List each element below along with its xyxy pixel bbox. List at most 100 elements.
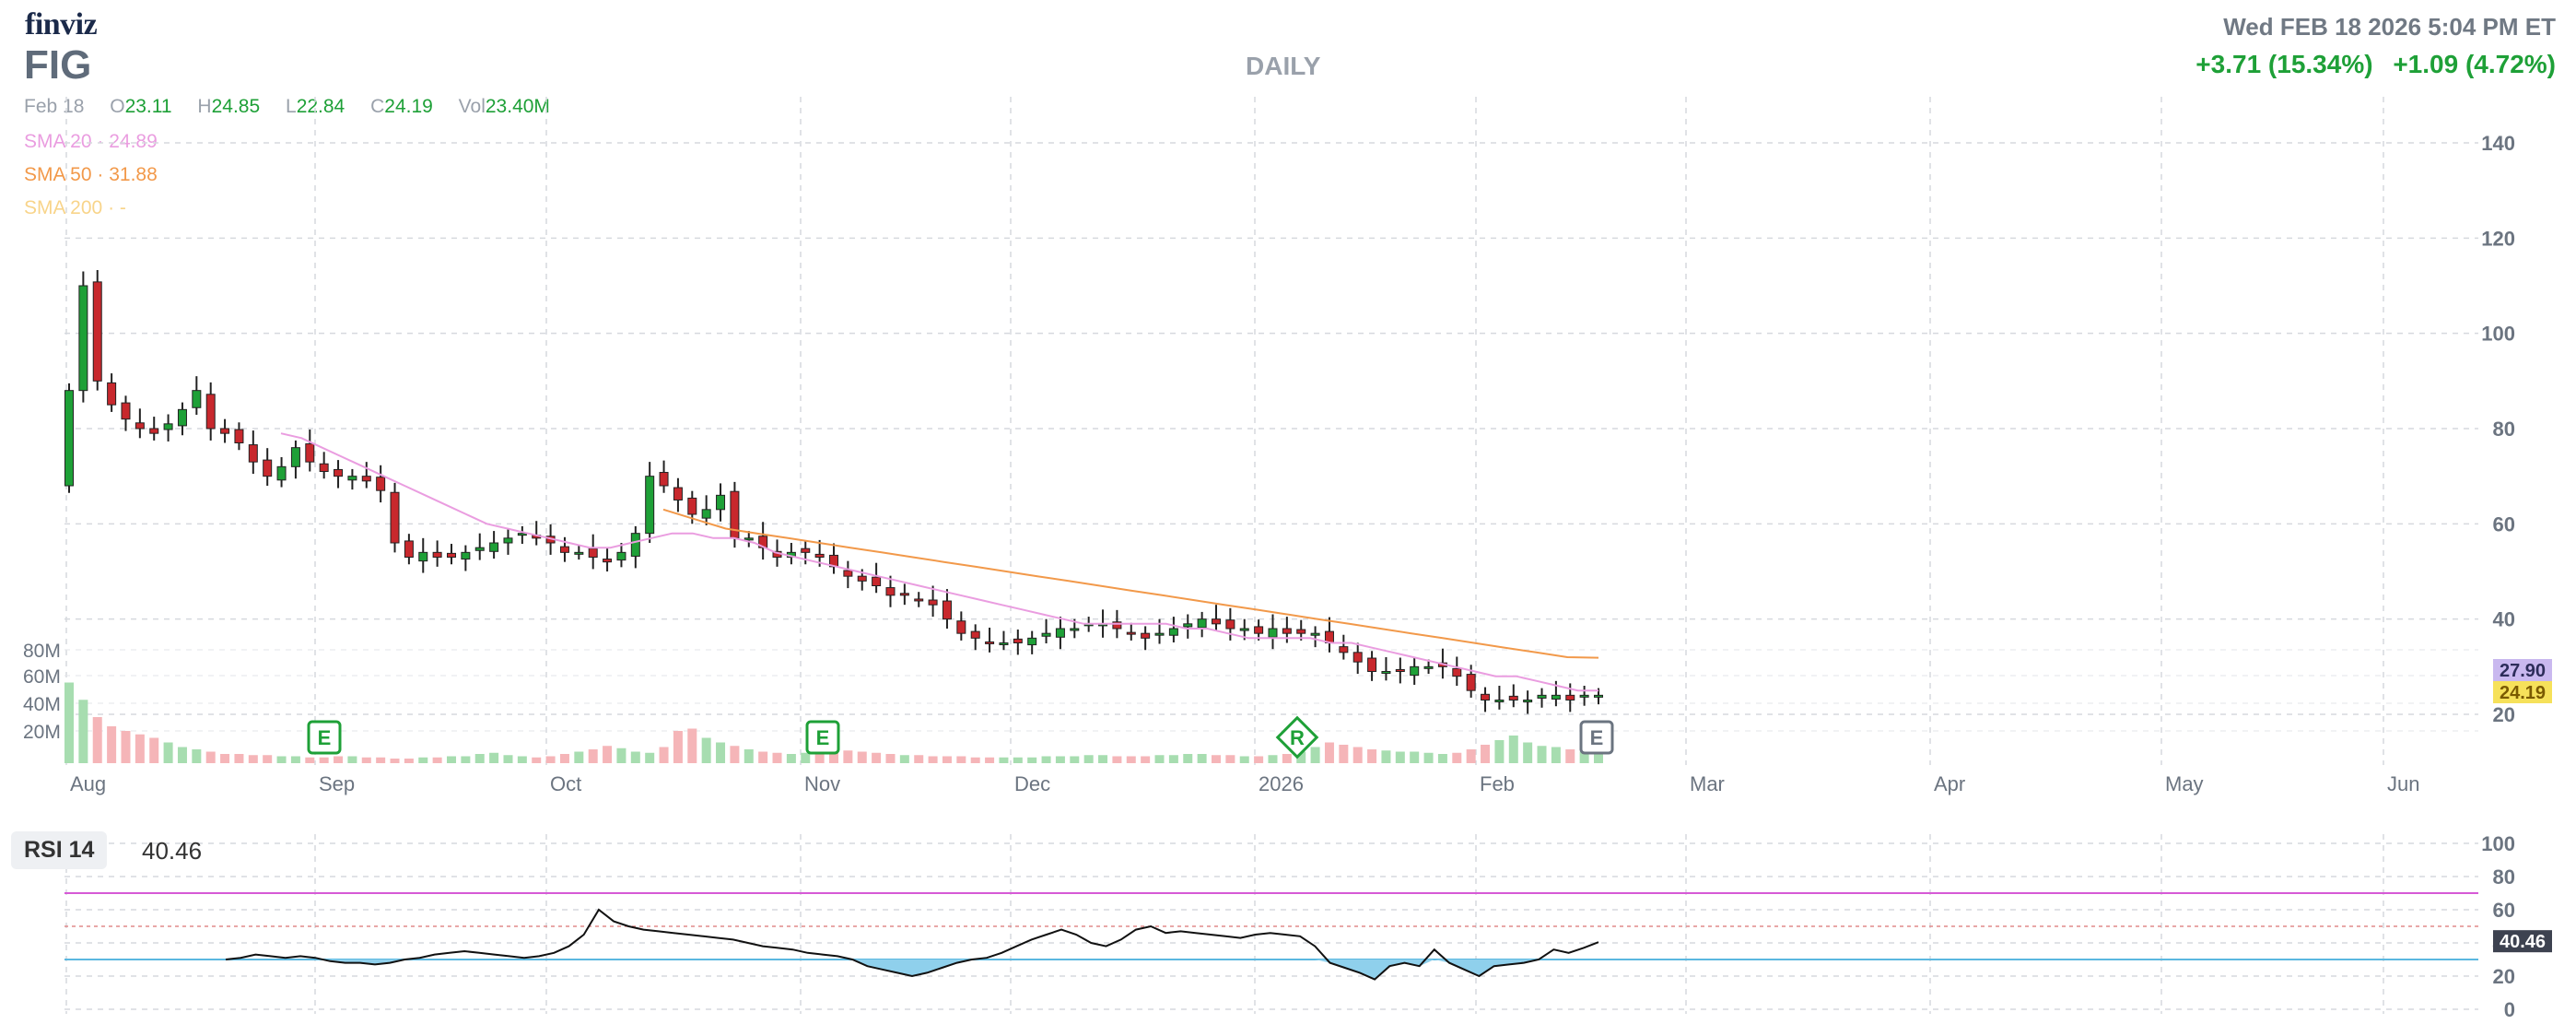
candle-body bbox=[885, 587, 896, 596]
volume-bar bbox=[1339, 745, 1349, 763]
volume-bar bbox=[545, 756, 556, 763]
volume-value: 23.40M bbox=[485, 96, 550, 117]
volume-tick-label: 20M bbox=[23, 722, 61, 743]
candle-body bbox=[1367, 657, 1377, 672]
volume-bar bbox=[1098, 755, 1108, 763]
change-after-hours: +1.09 (4.72%) bbox=[2393, 50, 2556, 78]
candle-body bbox=[220, 428, 230, 434]
month-label: May bbox=[2165, 772, 2204, 795]
candle-body bbox=[1565, 694, 1575, 700]
candle-body bbox=[970, 630, 980, 639]
rsi-indicator-label[interactable]: RSI 14 bbox=[11, 831, 108, 869]
candle-body bbox=[121, 402, 131, 420]
volume-bar bbox=[1183, 754, 1193, 763]
sma-lines bbox=[280, 432, 1599, 692]
candle-body bbox=[1352, 652, 1363, 663]
candle-body bbox=[1423, 665, 1434, 669]
finviz-logo[interactable]: finviz bbox=[25, 7, 98, 41]
event-marker-e bbox=[1579, 720, 1614, 755]
high-value: 24.85 bbox=[211, 96, 261, 117]
volume-bar bbox=[1239, 756, 1249, 763]
volume-bar bbox=[885, 754, 896, 763]
candle-body bbox=[942, 600, 952, 620]
volume-bar bbox=[559, 754, 569, 763]
candle-body bbox=[1466, 674, 1476, 691]
volume-bar bbox=[92, 717, 102, 763]
quote-datetime: Wed FEB 18 2026 5:04 PM ET bbox=[2223, 13, 2556, 41]
candle-body bbox=[630, 533, 640, 557]
volume-bar bbox=[872, 752, 882, 763]
timeframe-label: DAILY bbox=[1246, 52, 1321, 80]
close-value: 24.19 bbox=[384, 96, 433, 117]
volume-tick-label: 40M bbox=[23, 694, 61, 715]
candle-body bbox=[107, 382, 117, 406]
volume-bar bbox=[1197, 754, 1207, 763]
volume-bar bbox=[1565, 749, 1575, 763]
volume-bar bbox=[942, 756, 952, 763]
volume-bar bbox=[1112, 756, 1122, 763]
candle-body bbox=[1594, 694, 1603, 698]
volume-bar bbox=[1225, 755, 1235, 763]
event-marker-label: R bbox=[1290, 726, 1305, 749]
volume-bar bbox=[588, 749, 598, 763]
low-label: L bbox=[286, 96, 297, 117]
volume-bar bbox=[121, 731, 131, 763]
close-label: C bbox=[370, 96, 385, 117]
candle-body bbox=[1494, 700, 1505, 702]
event-marker-label: E bbox=[816, 726, 830, 749]
price-tick-label: 20 bbox=[2493, 703, 2515, 726]
volume-bar bbox=[418, 757, 428, 763]
volume-bar bbox=[843, 750, 853, 763]
volume-bar bbox=[1594, 749, 1603, 763]
volume-bar bbox=[192, 749, 202, 763]
sma50-value: 31.88 bbox=[109, 164, 158, 185]
rsi-panel: 10080604020040.46 bbox=[64, 832, 2552, 1021]
candle-body bbox=[1212, 618, 1221, 625]
candle-body bbox=[1239, 628, 1249, 631]
volume-bar bbox=[914, 755, 924, 763]
volume-bar bbox=[1083, 755, 1094, 763]
candle-body bbox=[588, 547, 598, 559]
candle-body bbox=[603, 559, 613, 563]
sma200-value: - bbox=[119, 197, 126, 218]
volume-bar bbox=[220, 754, 230, 763]
open-value: 23.11 bbox=[124, 96, 172, 117]
volume-bar bbox=[616, 748, 626, 763]
volume-bar bbox=[687, 728, 697, 763]
candle-body bbox=[956, 620, 966, 634]
volume-bar bbox=[1381, 750, 1391, 763]
candle-body bbox=[447, 552, 456, 558]
candle-body bbox=[1112, 621, 1122, 630]
candle-body bbox=[843, 570, 853, 577]
volume-bar bbox=[135, 734, 145, 763]
candle-body bbox=[1579, 694, 1589, 698]
sma50-line bbox=[662, 508, 1599, 659]
volume-bar bbox=[970, 757, 980, 763]
volume-bar bbox=[603, 746, 613, 763]
volume-bar bbox=[489, 752, 499, 763]
volume-bar bbox=[1481, 745, 1491, 763]
price-tick-label: 60 bbox=[2493, 512, 2515, 536]
candle-body bbox=[376, 477, 386, 491]
candle-body bbox=[1508, 695, 1518, 700]
candle-body bbox=[263, 459, 273, 477]
volume-bar bbox=[829, 749, 838, 763]
volume-bar bbox=[1296, 751, 1306, 763]
candle-body bbox=[1055, 628, 1065, 638]
candle-body bbox=[1481, 693, 1491, 700]
candle-body bbox=[1551, 694, 1561, 700]
volume-bar bbox=[163, 742, 173, 763]
candle-body bbox=[461, 551, 471, 560]
volume-bar bbox=[517, 756, 527, 763]
volume-bar bbox=[630, 751, 640, 763]
candle-body bbox=[347, 476, 357, 481]
candle-body bbox=[999, 642, 1009, 645]
event-marker-e bbox=[805, 720, 840, 755]
candle-body bbox=[177, 408, 187, 427]
rsi-oversold-fill bbox=[226, 959, 1598, 980]
candle-body bbox=[1381, 671, 1391, 675]
rsi-marker-label: 40.46 bbox=[2500, 932, 2546, 952]
volume-bar bbox=[786, 754, 796, 763]
volume-bar bbox=[248, 755, 258, 763]
